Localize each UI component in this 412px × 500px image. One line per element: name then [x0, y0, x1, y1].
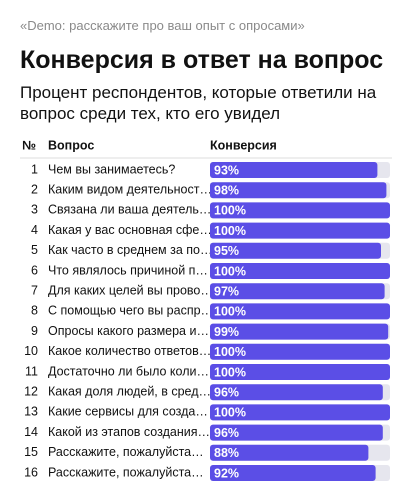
question: Какая доля людей, в сред… [48, 384, 211, 398]
column-header: Конверсия [210, 138, 277, 152]
value-label: 98% [214, 183, 239, 197]
row-number: 6 [31, 263, 38, 277]
value-label: 99% [214, 325, 239, 339]
bar [210, 465, 376, 481]
value-label: 100% [214, 264, 246, 278]
bar [210, 202, 390, 219]
value-label: 100% [214, 406, 246, 420]
question: Для каких целей вы прово… [48, 283, 213, 297]
question: Какая у вас основная сфе… [48, 223, 212, 237]
question: Опросы какого размера и… [48, 324, 209, 338]
bar [210, 242, 381, 259]
question: Как часто в среднем за по… [48, 243, 212, 257]
bar [210, 444, 369, 461]
value-label: 93% [214, 163, 239, 177]
bar [210, 404, 390, 421]
value-label: 96% [214, 426, 239, 440]
column-header: № [22, 138, 36, 152]
question: Каким видом деятельност… [48, 182, 212, 196]
bar [210, 364, 390, 380]
row-number: 16 [24, 465, 38, 479]
value-label: 88% [214, 446, 239, 460]
question: Какие сервисы для созда… [48, 405, 208, 419]
bar [210, 424, 383, 441]
value-label: 96% [214, 385, 239, 399]
column-header: Вопрос [48, 138, 94, 152]
value-label: 100% [214, 224, 246, 238]
row-number: 2 [31, 182, 38, 196]
caption: «Demo: расскажите про ваш опыт с опросам… [20, 18, 305, 33]
value-label: 97% [214, 284, 239, 298]
value-label: 95% [214, 244, 239, 258]
bar [210, 162, 378, 178]
row-number: 4 [31, 223, 38, 237]
row-number: 13 [24, 405, 38, 419]
row-number: 9 [31, 324, 38, 338]
row-number: 14 [24, 425, 38, 439]
row-number: 12 [24, 384, 38, 398]
bar [210, 343, 390, 360]
question: Какое количество ответов… [48, 344, 211, 358]
subtitle: Процент респондентов, которые ответили н… [20, 83, 377, 123]
question: Расскажите, пожалуйста… [48, 445, 204, 459]
bar [210, 263, 390, 279]
row-number: 10 [24, 344, 38, 358]
bar [210, 303, 390, 320]
row-number: 8 [31, 304, 38, 318]
question: Что являлось причиной п… [48, 263, 208, 277]
value-label: 92% [214, 466, 239, 480]
question: Достаточно ли было коли… [48, 364, 209, 378]
row-number: 5 [31, 243, 38, 257]
value-label: 100% [214, 305, 246, 319]
question: Расскажите, пожалуйста… [48, 465, 204, 479]
row-number: 7 [31, 283, 38, 297]
bar [210, 323, 389, 340]
question: Связана ли ваша деятель… [48, 203, 211, 217]
bar [210, 283, 385, 300]
value-label: 100% [214, 204, 246, 218]
row-number: 15 [24, 445, 38, 459]
value-label: 100% [214, 365, 246, 379]
question: С помощью чего вы распр… [48, 304, 213, 318]
row-number: 1 [31, 162, 38, 176]
row-number: 3 [31, 203, 38, 217]
question: Чем вы занимаетесь? [48, 162, 175, 176]
value-label: 100% [214, 345, 246, 359]
bar [210, 384, 383, 401]
question: Какой из этапов создания… [48, 425, 210, 439]
bar [210, 182, 387, 199]
row-number: 11 [25, 364, 38, 378]
title: Конверсия в ответ на вопрос [20, 46, 384, 74]
bar [210, 222, 390, 239]
